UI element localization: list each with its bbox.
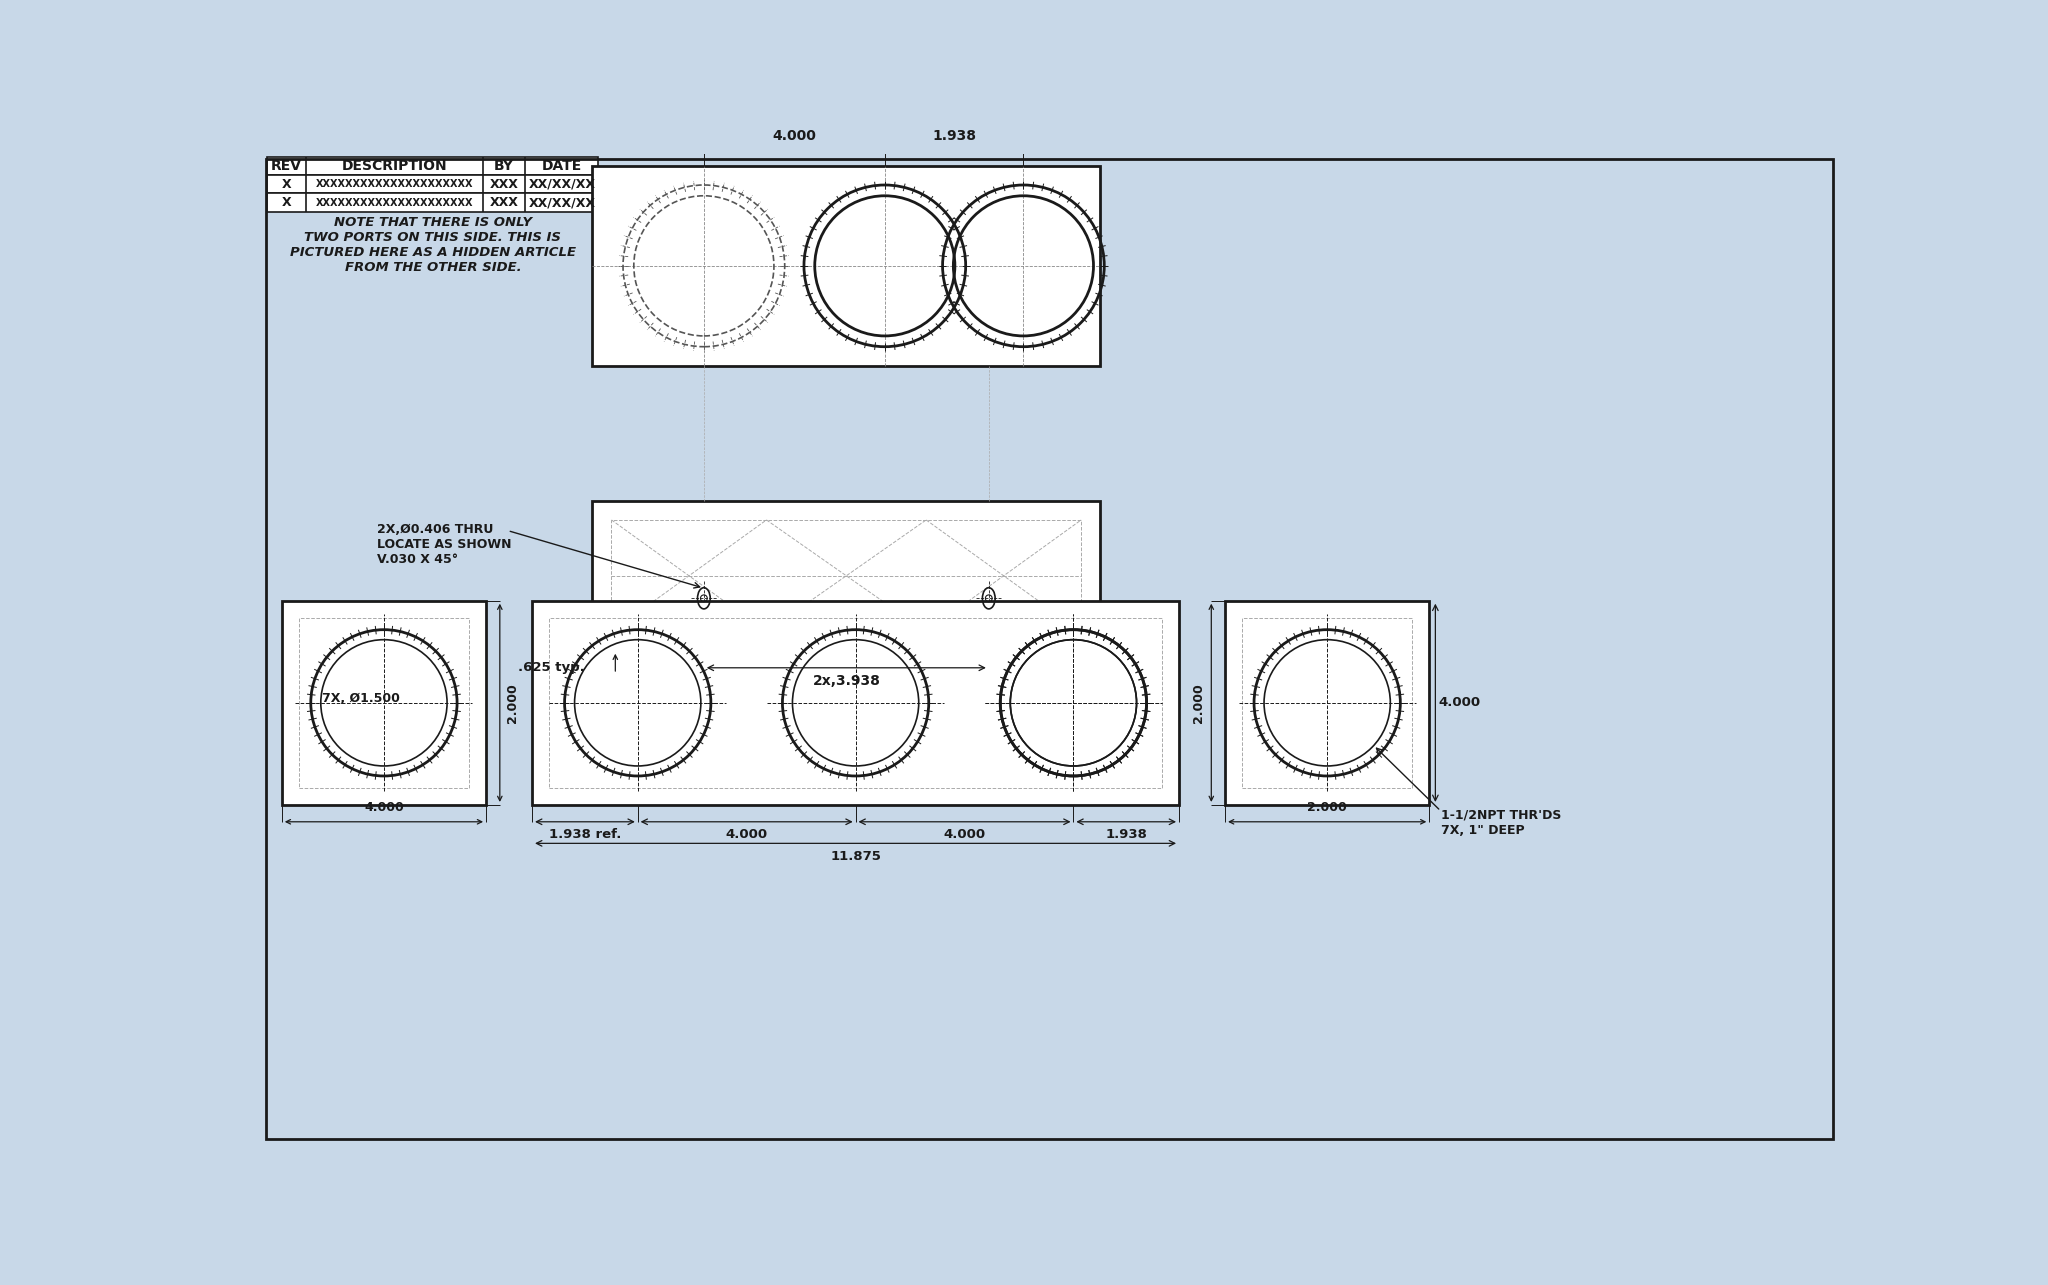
Text: 7X, Ø1.500: 7X, Ø1.500 [322, 693, 399, 705]
Bar [612, 520, 1081, 632]
Text: X: X [283, 177, 291, 190]
Text: .625 typ.: .625 typ. [518, 662, 584, 675]
Text: 1.938 ref.: 1.938 ref. [549, 828, 621, 840]
Text: XXXXXXXXXXXXXXXXXXXXX: XXXXXXXXXXXXXXXXXXXXX [315, 179, 473, 189]
Bar [549, 618, 1161, 788]
Text: 11.875: 11.875 [829, 849, 881, 862]
Bar [1225, 601, 1430, 804]
Text: 1.938: 1.938 [1106, 828, 1147, 840]
Text: XX/XX/XX: XX/XX/XX [528, 197, 596, 209]
Text: 2.000: 2.000 [1307, 801, 1348, 815]
Text: XX/XX/XX: XX/XX/XX [528, 177, 596, 190]
Text: XXX: XXX [489, 177, 518, 190]
Bar [268, 175, 598, 194]
Bar [268, 157, 598, 175]
Text: 2.000: 2.000 [1192, 682, 1204, 722]
Text: 2x,3.938: 2x,3.938 [813, 673, 881, 687]
Text: 4.000: 4.000 [365, 801, 403, 815]
Text: BY: BY [494, 159, 514, 172]
Text: XXXXXXXXXXXXXXXXXXXXX: XXXXXXXXXXXXXXXXXXXXX [315, 198, 473, 208]
Text: DATE: DATE [541, 159, 582, 172]
Text: 4.000: 4.000 [725, 828, 768, 840]
Bar [299, 618, 469, 788]
Bar [283, 601, 485, 804]
Text: DESCRIPTION: DESCRIPTION [342, 159, 446, 172]
Text: 1.938: 1.938 [932, 128, 977, 143]
Text: X: X [283, 197, 291, 209]
Text: 2X,Ø0.406 THRU
LOCATE AS SHOWN
V.030 X 45°: 2X,Ø0.406 THRU LOCATE AS SHOWN V.030 X 4… [377, 523, 512, 565]
Text: NOTE THAT THERE IS ONLY
TWO PORTS ON THIS SIDE. THIS IS
PICTURED HERE AS A HIDDE: NOTE THAT THERE IS ONLY TWO PORTS ON THI… [291, 216, 575, 274]
Bar [532, 601, 1180, 804]
Text: 4.000: 4.000 [1438, 696, 1481, 709]
Text: 4.000: 4.000 [772, 128, 817, 143]
Text: 1-1/2NPT THR'DS
7X, 1" DEEP: 1-1/2NPT THR'DS 7X, 1" DEEP [1440, 808, 1561, 837]
Text: 4.000: 4.000 [944, 828, 985, 840]
Bar [1241, 618, 1413, 788]
Text: XXX: XXX [489, 197, 518, 209]
Text: 2.000: 2.000 [506, 682, 518, 722]
Text: REV: REV [270, 159, 301, 172]
Bar [592, 501, 1100, 650]
Bar [268, 194, 598, 212]
Bar [592, 166, 1100, 366]
